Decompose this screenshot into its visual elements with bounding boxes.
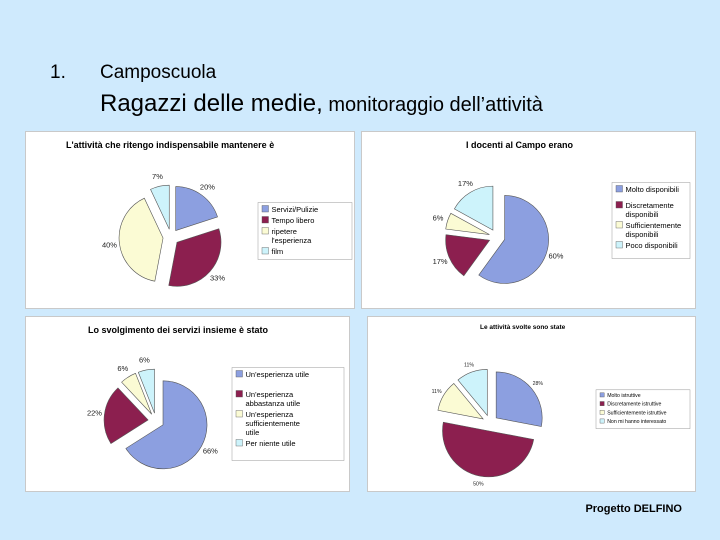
legend-label-3: Un'esperienza sufficientemente utile — [246, 410, 300, 437]
legend-border — [231, 367, 345, 461]
legend-label-1: Servizi/Pulizie — [272, 205, 319, 214]
legend-label-2: Tempo libero — [272, 216, 315, 225]
legend-swatch-2 — [615, 201, 623, 209]
legend-swatch-4 — [599, 418, 605, 424]
chart-panel-teachers: I docenti al Campo erano 60% 17% 6% 17% Molto… — [361, 131, 696, 309]
legend: Servizi/Pulizie Tempo libero ripetere l'esp… — [257, 202, 353, 260]
chart-title: Lo svolgimento dei servizi insieme è sta… — [88, 325, 269, 335]
pie-slice-4 — [137, 368, 155, 414]
slice-label-1: 60% — [548, 252, 563, 261]
slice-label-2: 33% — [210, 274, 225, 283]
pie-chart-activity: L'attività che ritengo indispensabile ma… — [66, 140, 353, 287]
legend: Un'esperienza utile Un'esperienza abbastan… — [231, 367, 345, 461]
legend-label-2: Discretamente disponibili — [626, 201, 674, 219]
legend-swatch-3 — [599, 409, 605, 415]
legend-swatch-4 — [235, 439, 243, 447]
chart-panel-activities: Le attività svolte sono state 28% 50% 11% 11… — [367, 316, 696, 492]
legend-border — [595, 389, 691, 429]
legend-label-4: Per niente utile — [246, 439, 296, 448]
legend-label-1: Un'esperienza utile — [246, 370, 310, 379]
slice-label-4: 7% — [152, 172, 163, 181]
footer-credit: Progetto DELFINO — [585, 503, 682, 515]
legend-border — [611, 182, 691, 259]
legend-label-3: Sufficientemente disponibili — [626, 221, 682, 239]
pie-slice-4 — [150, 184, 170, 230]
pie-chart-teachers: I docenti al Campo erano 60% 17% 6% 17% Molto… — [433, 140, 691, 284]
slice-label-1: 20% — [200, 182, 215, 191]
legend-label-3: Sufficientemente istruttive — [607, 410, 666, 416]
legend-swatch-1 — [235, 370, 243, 378]
pie-slice-2 — [168, 228, 222, 287]
pie-slice-4 — [457, 369, 488, 417]
slide-subtitle: Ragazzi delle medie, monitoraggio dell’a… — [100, 90, 543, 118]
pie-slice-3 — [118, 197, 164, 282]
pie-group: Le attività svolte sono state 28% 50% 11% 11… — [432, 324, 691, 488]
pie-slice-1 — [495, 371, 543, 427]
pie-slice-3 — [445, 212, 490, 235]
subtitle-rest: monitoraggio dell’attività — [322, 94, 543, 116]
chart-panel-services: Lo svolgimento dei servizi insieme è sta… — [25, 316, 350, 492]
slide-number: 1. — [50, 62, 66, 83]
pie-group: L'attività che ritengo indispensabile ma… — [66, 140, 353, 287]
slice-label-4: 6% — [139, 356, 150, 365]
legend-swatch-2 — [261, 216, 269, 224]
legend-swatch-2 — [599, 401, 605, 406]
slice-label-2: 22% — [87, 409, 102, 418]
legend: Molto disponibili Discretamente disponibil… — [611, 182, 691, 259]
slice-label-3: 11% — [432, 389, 442, 395]
legend-swatch-3 — [235, 410, 243, 418]
pie-slice-1 — [175, 186, 218, 231]
legend-label-4: Poco disponibili — [626, 241, 678, 250]
legend-label-2: Un'esperienza abbastanza utile — [246, 390, 301, 408]
pie-slice-3 — [121, 372, 152, 415]
legend-swatch-4 — [615, 241, 623, 249]
chart-title: I docenti al Campo erano — [466, 140, 574, 150]
slice-label-4: 17% — [458, 179, 473, 188]
chart-title: Le attività svolte sono state — [480, 324, 566, 331]
legend-label-4: Non mi hanno interessato — [607, 419, 666, 425]
slice-label-2: 50% — [473, 482, 484, 488]
pie-slice-4 — [453, 185, 494, 231]
legend-swatch-1 — [615, 185, 623, 193]
pie-slice-1 — [478, 195, 549, 284]
legend-swatch-1 — [599, 392, 605, 398]
legend-label-3: ripetere l'esperienza — [272, 227, 313, 245]
legend-border — [257, 202, 353, 260]
pie-slice-2 — [445, 234, 491, 277]
slice-label-1: 66% — [203, 446, 218, 455]
legend-swatch-1 — [261, 205, 269, 213]
pie-slice-2 — [442, 421, 535, 478]
slice-label-3: 6% — [433, 213, 444, 222]
slice-label-2: 17% — [433, 257, 448, 266]
legend-swatch-3 — [261, 227, 269, 235]
chart-panel-activity: L'attività che ritengo indispensabile ma… — [25, 131, 355, 309]
pie-slice-1 — [125, 380, 208, 470]
pie-chart-services: Lo svolgimento dei servizi insieme è sta… — [87, 325, 345, 470]
pie-slice-3 — [437, 383, 484, 420]
legend-swatch-4 — [261, 247, 269, 255]
legend-swatch-3 — [615, 221, 623, 229]
legend-label-1: Molto istruttive — [607, 393, 641, 399]
legend-swatch-2 — [235, 390, 243, 398]
slide-title: Camposcuola — [100, 62, 217, 83]
slice-label-4: 11% — [464, 362, 474, 368]
legend-label-4: film — [272, 247, 284, 256]
pie-group: Lo svolgimento dei servizi insieme è sta… — [87, 325, 345, 470]
slice-label-1: 28% — [533, 381, 544, 387]
legend-label-2: Discretamente istruttive — [607, 402, 661, 408]
chart-title: L'attività che ritengo indispensabile ma… — [66, 140, 274, 150]
legend: Molto istruttive Discretamente istruttive… — [595, 389, 691, 429]
pie-chart-activities: Le attività svolte sono state 28% 50% 11% 11… — [432, 324, 691, 488]
pie-slice-2 — [103, 387, 149, 444]
legend-label-1: Molto disponibili — [626, 185, 680, 194]
subtitle-main: Ragazzi delle medie, — [100, 90, 323, 117]
slice-label-3: 6% — [117, 364, 128, 373]
pie-group: I docenti al Campo erano 60% 17% 6% 17% Molto… — [433, 140, 691, 284]
slice-label-3: 40% — [102, 240, 117, 249]
